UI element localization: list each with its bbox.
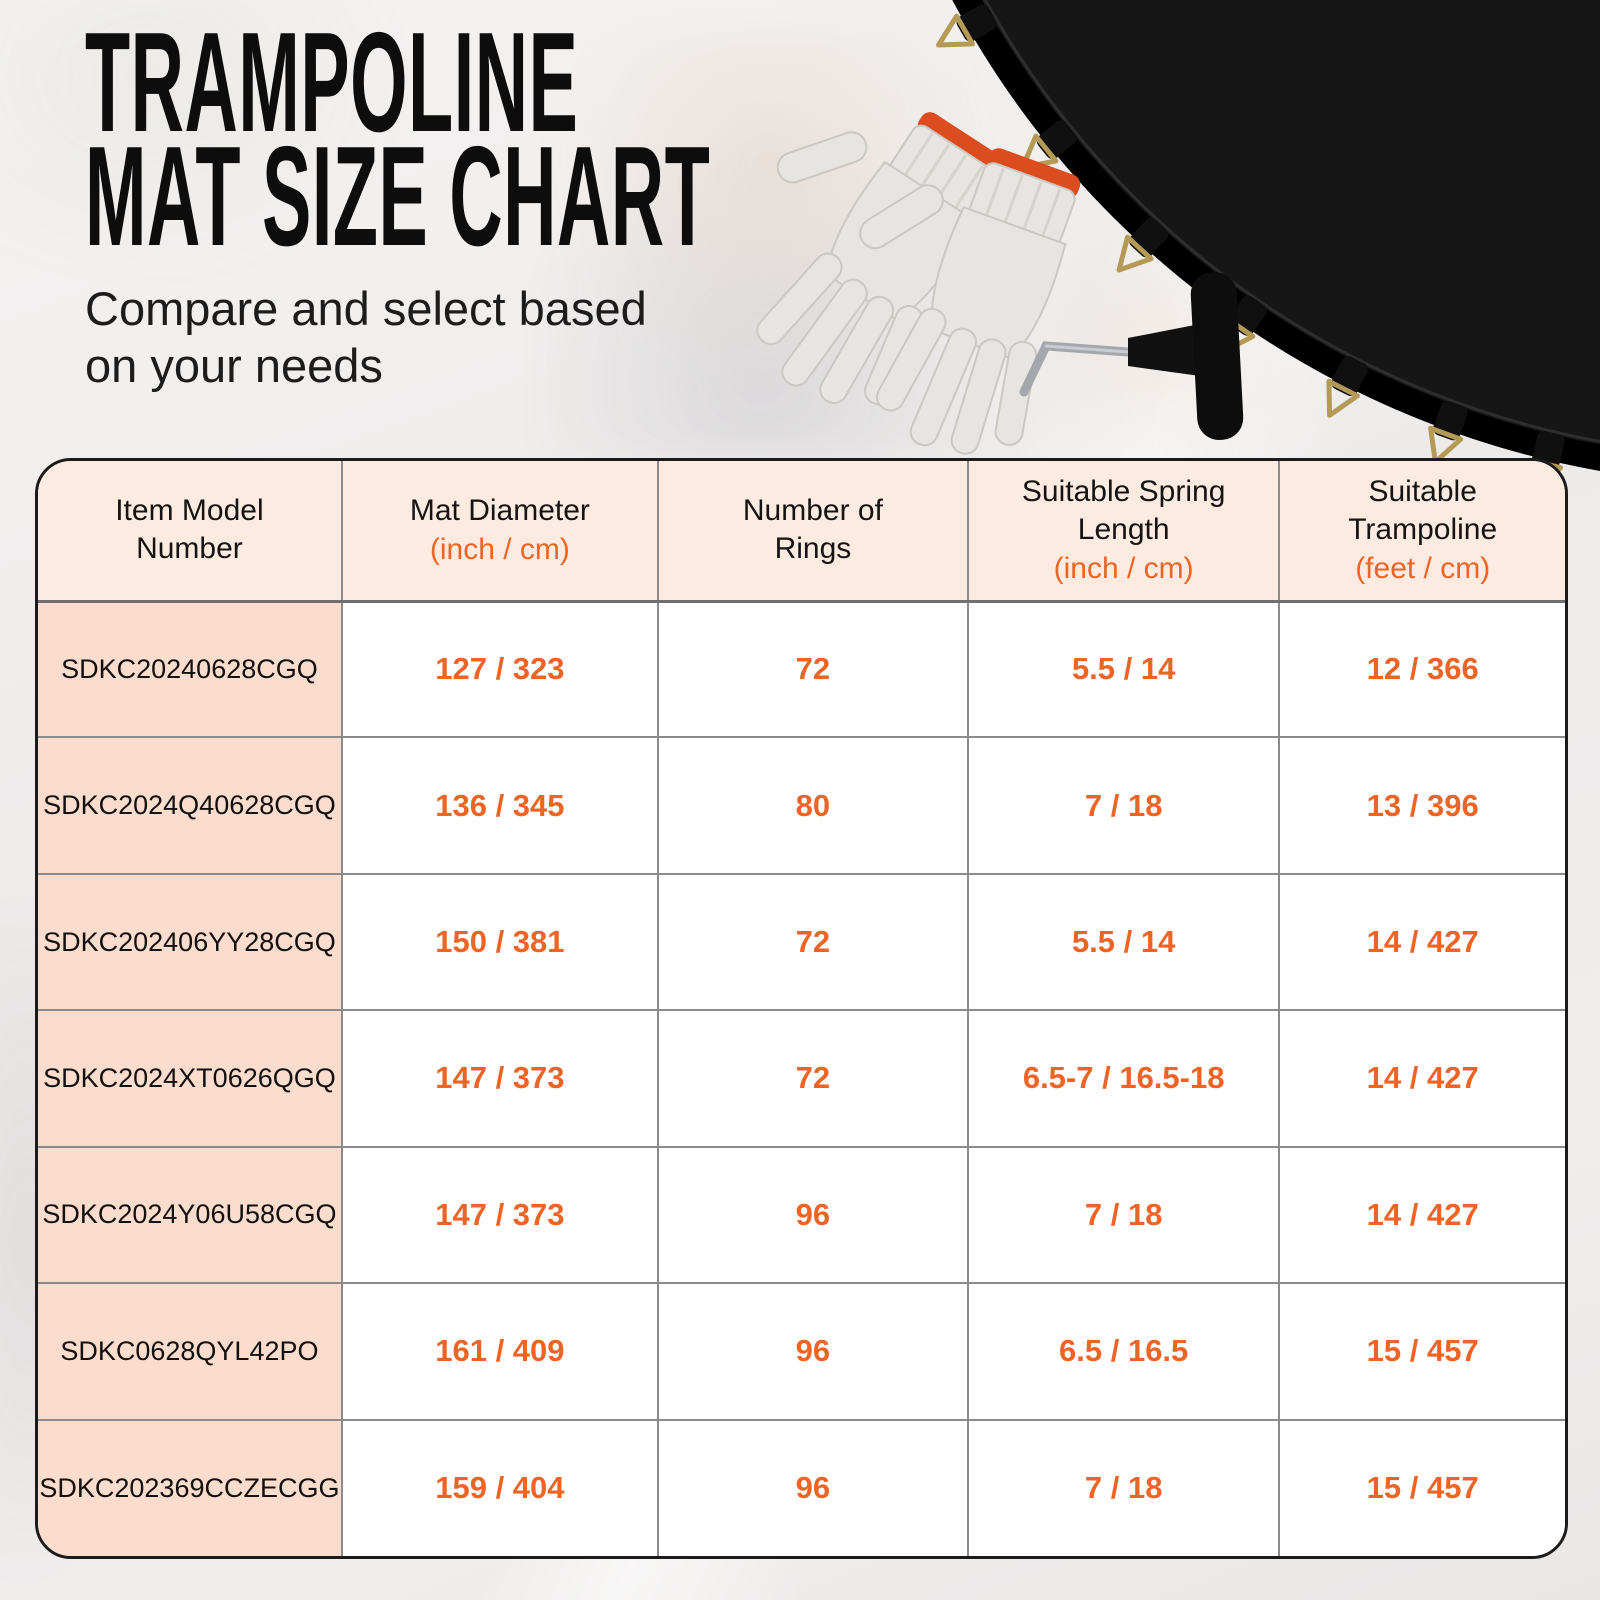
column-label: Suitable Spring Length	[1021, 474, 1226, 546]
spring-length-cell: 6.5 / 16.5	[966, 1282, 1281, 1421]
table-row: SDKC202369CCZECGG 159 / 404 96 7 / 18 15…	[38, 1418, 1565, 1556]
column-header-item-model: Item Model Number	[38, 461, 343, 603]
size-chart-table: Item Model Number Mat Diameter (inch / c…	[35, 458, 1568, 1559]
column-header-number-of-rings: Number of Rings	[656, 461, 969, 603]
table-row: SDKC2024XT0626QGQ 147 / 373 72 6.5-7 / 1…	[38, 1009, 1565, 1148]
mat-diameter-cell: 136 / 345	[340, 736, 659, 875]
column-label: Number of Rings	[742, 494, 883, 566]
model-cell: SDKC202406YY28CGQ	[38, 872, 343, 1012]
trampoline-cell: 15 / 457	[1278, 1418, 1565, 1556]
title-block: TRAMPOLINE MAT SIZE CHART Compare and se…	[85, 3, 1288, 395]
column-unit: (inch / cm)	[1053, 551, 1194, 585]
trampoline-cell: 12 / 366	[1278, 599, 1565, 739]
rings-cell: 96	[656, 1282, 969, 1421]
model-cell: SDKC2024XT0626QGQ	[38, 1009, 343, 1148]
model-cell: SDKC202369CCZECGG	[38, 1418, 343, 1556]
model-cell: SDKC2024Q40628CGQ	[38, 736, 343, 875]
table-row: SDKC0628QYL42PO 161 / 409 96 6.5 / 16.5 …	[38, 1282, 1565, 1421]
column-header-spring-length: Suitable Spring Length (inch / cm)	[966, 461, 1281, 603]
table-row: SDKC202406YY28CGQ 150 / 381 72 5.5 / 14 …	[38, 872, 1565, 1012]
spring-length-cell: 7 / 18	[966, 736, 1281, 875]
table-row: SDKC2024Q40628CGQ 136 / 345 80 7 / 18 13…	[38, 736, 1565, 875]
model-cell: SDKC0628QYL42PO	[38, 1282, 343, 1421]
rings-cell: 72	[656, 1009, 969, 1148]
spring-length-cell: 5.5 / 14	[966, 599, 1281, 739]
trampoline-cell: 13 / 396	[1278, 736, 1565, 875]
mat-diameter-cell: 161 / 409	[340, 1282, 659, 1421]
column-label: Suitable Trampoline	[1348, 474, 1498, 546]
rings-cell: 96	[656, 1418, 969, 1556]
model-cell: SDKC2024Y06U58CGQ	[38, 1145, 343, 1285]
mat-diameter-cell: 127 / 323	[340, 599, 659, 739]
page-title: TRAMPOLINE MAT SIZE CHART	[85, 3, 1288, 276]
column-label: Mat Diameter	[409, 493, 590, 527]
title-line-2: MAT SIZE CHART	[85, 117, 711, 276]
mat-diameter-cell: 150 / 381	[340, 872, 659, 1012]
column-label: Item Model Number	[115, 494, 264, 566]
column-unit: (feet / cm)	[1355, 551, 1491, 585]
spring-length-cell: 6.5-7 / 16.5-18	[966, 1009, 1281, 1148]
table-row: SDKC2024Y06U58CGQ 147 / 373 96 7 / 18 14…	[38, 1145, 1565, 1285]
rings-cell: 96	[656, 1145, 969, 1285]
trampoline-cell: 15 / 457	[1278, 1282, 1565, 1421]
rings-cell: 80	[656, 736, 969, 875]
mat-diameter-cell: 147 / 373	[340, 1009, 659, 1148]
rings-cell: 72	[656, 599, 969, 739]
subtitle-line-1: Compare and select based	[85, 282, 647, 335]
spring-length-cell: 7 / 18	[966, 1418, 1281, 1556]
column-header-suitable-trampoline: Suitable Trampoline (feet / cm)	[1278, 461, 1565, 603]
table-header-row: Item Model Number Mat Diameter (inch / c…	[38, 461, 1565, 603]
column-unit: (inch / cm)	[429, 532, 570, 566]
spring-length-cell: 7 / 18	[966, 1145, 1281, 1285]
spring-length-cell: 5.5 / 14	[966, 872, 1281, 1012]
trampoline-cell: 14 / 427	[1278, 1145, 1565, 1285]
trampoline-cell: 14 / 427	[1278, 872, 1565, 1012]
title-line-1: TRAMPOLINE	[85, 3, 579, 162]
table-row: SDKC20240628CGQ 127 / 323 72 5.5 / 14 12…	[38, 599, 1565, 739]
column-header-mat-diameter: Mat Diameter (inch / cm)	[340, 461, 659, 603]
mat-diameter-cell: 159 / 404	[340, 1418, 659, 1556]
model-cell: SDKC20240628CGQ	[38, 599, 343, 739]
rings-cell: 72	[656, 872, 969, 1012]
mat-diameter-cell: 147 / 373	[340, 1145, 659, 1285]
subtitle-line-2: on your needs	[85, 339, 383, 393]
trampoline-cell: 14 / 427	[1278, 1009, 1565, 1148]
page-subtitle: Compare and select based on your needs	[85, 280, 1288, 395]
